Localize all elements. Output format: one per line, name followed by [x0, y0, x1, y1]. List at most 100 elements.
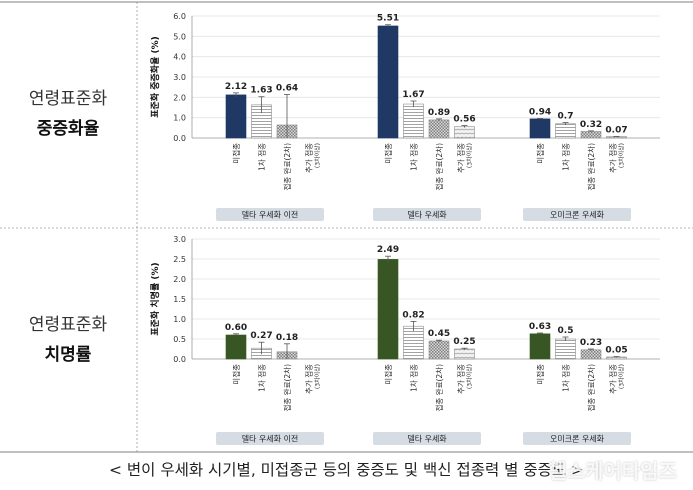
category-label: 접종 완료(2차): [587, 143, 596, 191]
y-tick-label: 0.0: [173, 355, 186, 364]
data-label: 0.5: [558, 326, 574, 336]
data-label: 0.56: [453, 115, 475, 125]
data-label: 0.7: [558, 112, 574, 122]
bar: [580, 131, 602, 139]
group-label: 오미크론 우세화: [550, 435, 605, 444]
y-tick-label: 6.0: [173, 12, 186, 21]
category-label: 1차 접종: [410, 364, 419, 392]
data-label: 0.45: [428, 329, 450, 339]
data-label: 0.23: [580, 338, 602, 348]
data-label: 0.89: [428, 108, 450, 118]
data-label: 5.51: [377, 14, 399, 24]
group-pill: [523, 208, 631, 221]
bar: [454, 126, 475, 139]
y-tick-label: 2.5: [173, 255, 186, 264]
data-label: 0.64: [276, 83, 298, 93]
bar: [377, 25, 399, 139]
group-pill: [523, 432, 631, 445]
category-label: 추가 접종: [305, 143, 314, 173]
data-label: 1.67: [402, 90, 424, 100]
figure-caption: < 변이 우세화 시기별, 미접종군 등의 중증도 및 백신 접종력 별 중증도…: [108, 461, 585, 479]
group-pill: [373, 432, 481, 445]
row-label-severity: 연령표준화 중증화율: [0, 88, 136, 142]
category-label: (3차이상): [466, 364, 474, 389]
data-label: 0.63: [529, 322, 551, 332]
y-tick-label: 3.0: [173, 73, 186, 82]
bar: [555, 123, 576, 139]
category-label: 접종 완료(2차): [283, 364, 292, 412]
category-label: 1차 접종: [410, 143, 419, 171]
watermark-logo: 헬스케어타임즈: [548, 459, 677, 483]
category-label: 1차 접종: [562, 143, 571, 171]
data-label: 2.49: [377, 245, 399, 255]
y-tick-label: 2.0: [173, 275, 186, 284]
category-label: 추가 접종: [305, 364, 314, 394]
category-label: 접종 완료(2차): [435, 143, 444, 191]
data-label: 0.25: [453, 337, 475, 347]
group-label: 오미크론 우세화: [550, 211, 605, 220]
y-tick-label: 2.0: [173, 93, 186, 102]
group-pill: [216, 432, 324, 445]
y-axis-label: 표준화 치명률 (%): [149, 262, 161, 335]
group-pill: [373, 208, 481, 221]
row-label-line2: 중증화율: [36, 119, 100, 139]
y-axis-label: 표준화 중증화율 (%): [149, 36, 161, 117]
data-label: 0.32: [580, 120, 602, 130]
group-label: 델타 우세화: [407, 211, 447, 220]
bar: [580, 349, 602, 360]
row-label-fatality: 연령표준화 치명률: [0, 314, 136, 368]
data-label: 1.63: [250, 86, 272, 96]
data-label: 0.60: [225, 323, 247, 333]
y-tick-label: 0.5: [173, 335, 186, 344]
chart-severity: 0.0 1.0 2.0 3.0 4.0 5.0 6.0 표준화 중증화율 (%) 2.12 미접종…: [149, 12, 660, 221]
bar: [225, 334, 247, 360]
row-label-line1: 연령표준화: [28, 315, 108, 335]
bar: [403, 325, 424, 360]
bar: [403, 103, 424, 139]
bar: [606, 136, 627, 139]
category-label: 1차 접종: [258, 364, 267, 392]
bar: [555, 338, 576, 360]
bar: [225, 94, 247, 139]
category-label: 미접종: [384, 364, 393, 385]
data-label: 0.94: [529, 107, 551, 117]
data-label: 0.27: [250, 331, 272, 341]
group-label: 델타 우세화 이전: [242, 434, 299, 444]
data-label: 2.12: [225, 82, 247, 92]
data-label: 0.07: [605, 125, 627, 135]
bar: [529, 333, 551, 360]
category-label: 추가 접종: [457, 143, 466, 173]
category-label: 접종 완료(2차): [283, 143, 292, 191]
category-label: 접종 완료(2차): [435, 364, 444, 412]
y-tick-label: 5.0: [173, 32, 186, 41]
y-tick-label: 1.0: [173, 114, 186, 123]
category-label: 추가 접종: [457, 364, 466, 394]
category-label: 미접종: [536, 143, 545, 164]
y-tick-label: 0.0: [173, 134, 186, 143]
category-label: (3차이상): [314, 364, 322, 389]
data-label: 0.18: [276, 333, 298, 343]
bar: [454, 348, 475, 360]
data-label: 0.05: [605, 346, 627, 356]
data-label: 0.82: [402, 310, 424, 320]
category-label: 미접종: [232, 364, 241, 385]
group-label: 델타 우세화 이전: [242, 210, 299, 220]
y-tick-label: 1.0: [173, 315, 186, 324]
category-label: 추가 접종: [609, 143, 618, 173]
category-label: 추가 접종: [609, 364, 618, 394]
group-label: 델타 우세화: [407, 435, 447, 444]
y-tick-label: 4.0: [173, 53, 186, 62]
bar: [377, 259, 399, 360]
y-tick-label: 3.0: [173, 235, 186, 244]
category-label: (3차이상): [314, 143, 322, 168]
row-label-line1: 연령표준화: [28, 89, 108, 109]
bar: [428, 119, 450, 139]
category-label: (3차이상): [618, 364, 626, 389]
row-label-line2: 치명률: [44, 345, 92, 365]
category-label: (3차이상): [466, 143, 474, 168]
bar: [428, 340, 450, 360]
category-label: 미접종: [384, 143, 393, 164]
category-label: 1차 접종: [562, 364, 571, 392]
